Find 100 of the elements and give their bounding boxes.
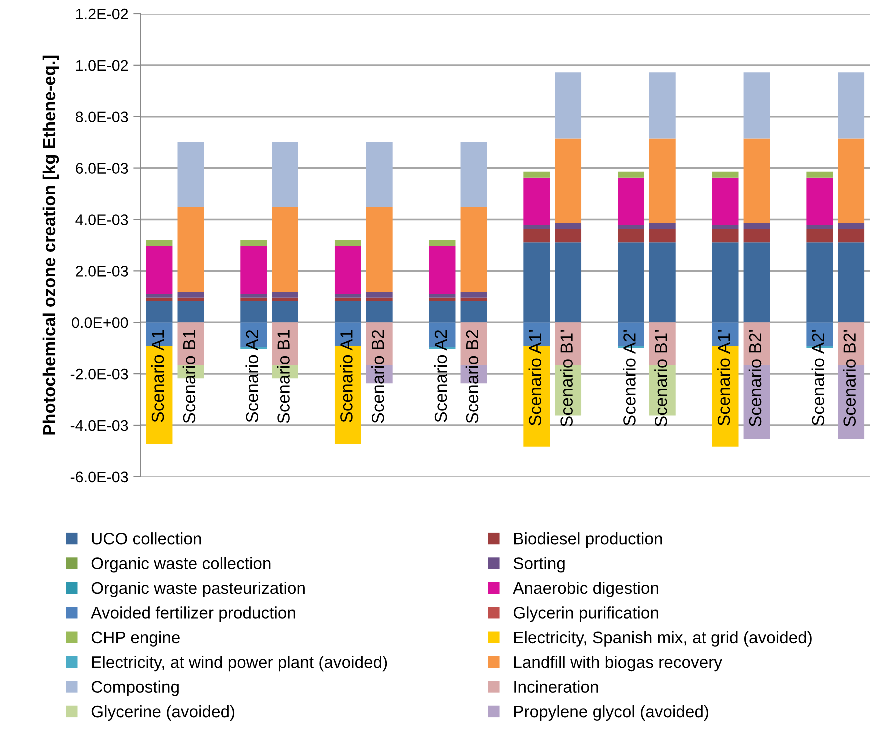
x-tick-label: Scenario A1 bbox=[340, 330, 353, 422]
bar bbox=[272, 207, 299, 293]
bar bbox=[146, 301, 173, 323]
x-tick-label: Scenario B1 bbox=[182, 330, 196, 424]
bar bbox=[838, 229, 865, 243]
x-tick-label: Scenario B2' bbox=[843, 330, 856, 427]
bar bbox=[744, 138, 770, 224]
bar bbox=[240, 246, 268, 294]
y-tick-label: 1.0E-02 bbox=[76, 60, 128, 72]
y-tick-label: 1.2E-02 bbox=[76, 8, 128, 20]
bar bbox=[429, 294, 456, 298]
bar bbox=[178, 298, 204, 302]
x-tick-label: Scenario B1' bbox=[560, 330, 573, 427]
bar bbox=[806, 178, 834, 226]
bar bbox=[240, 301, 268, 323]
bar bbox=[838, 138, 865, 224]
legend-label: Composting bbox=[92, 680, 179, 696]
legend-label: Avoided fertilizer production bbox=[91, 606, 296, 622]
bar bbox=[555, 242, 582, 323]
bar bbox=[555, 223, 582, 230]
legend-label: Landfill with biogas recovery bbox=[514, 656, 722, 672]
x-tick-label: Scenario B2 bbox=[466, 330, 479, 424]
bar bbox=[712, 178, 739, 226]
bar bbox=[240, 240, 268, 246]
x-tick-label: Scenario B1' bbox=[654, 330, 668, 427]
y-tick-label: -2.0E-03 bbox=[70, 368, 128, 380]
bar bbox=[618, 225, 644, 230]
bar bbox=[744, 72, 770, 139]
y-tick-label: -6.0E-03 bbox=[70, 472, 128, 483]
legend-label: Incineration bbox=[514, 680, 598, 694]
bar bbox=[240, 298, 268, 302]
y-tick-label: 0.0E+00 bbox=[72, 317, 128, 328]
bar bbox=[649, 138, 676, 224]
bar bbox=[366, 292, 393, 298]
y-tick-label: 2.0E-03 bbox=[76, 266, 128, 277]
bar bbox=[806, 229, 834, 243]
bar bbox=[838, 242, 865, 323]
bar bbox=[524, 242, 550, 323]
legend-label: UCO collection bbox=[92, 532, 202, 545]
bar bbox=[272, 292, 299, 298]
x-tick-label: Scenario A1' bbox=[717, 330, 730, 426]
bar bbox=[618, 242, 644, 323]
bar bbox=[712, 242, 739, 323]
bar bbox=[524, 178, 550, 226]
bar bbox=[460, 207, 488, 293]
bar bbox=[366, 207, 393, 293]
bar bbox=[366, 298, 393, 302]
bar bbox=[429, 301, 456, 323]
x-tick-label: Scenario A2' bbox=[623, 330, 636, 426]
bar bbox=[334, 246, 362, 294]
legend-label: Glycerine (avoided) bbox=[92, 705, 235, 721]
bar bbox=[272, 142, 299, 208]
y-tick-label: 6.0E-03 bbox=[76, 163, 128, 174]
bar bbox=[429, 246, 456, 294]
y-tick-label: -4.0E-03 bbox=[70, 420, 128, 432]
bar bbox=[649, 72, 676, 139]
bar bbox=[460, 142, 488, 208]
bar bbox=[366, 301, 393, 323]
bar bbox=[806, 242, 834, 323]
bar bbox=[712, 229, 739, 243]
legend-label: Organic waste collection bbox=[92, 557, 271, 573]
x-tick-label: Scenario B2 bbox=[372, 330, 384, 424]
bar bbox=[334, 294, 362, 298]
legend-label: Electricity, at wind power plant (avoided) bbox=[92, 656, 388, 672]
legend-label: Electricity, Spanish mix, at grid (avoided) bbox=[514, 631, 812, 647]
x-tick-label: Scenario A1' bbox=[528, 330, 542, 426]
bar bbox=[649, 229, 676, 243]
bar bbox=[460, 298, 488, 302]
x-tick-label: Scenario A1 bbox=[151, 330, 164, 422]
x-tick-label: Scenario A2 bbox=[246, 330, 259, 422]
bar bbox=[146, 246, 173, 294]
bar bbox=[146, 240, 173, 246]
legend-label: CHP engine bbox=[92, 631, 180, 647]
bar bbox=[744, 242, 770, 323]
bar bbox=[146, 298, 173, 302]
bar bbox=[178, 142, 204, 208]
bar bbox=[146, 294, 173, 298]
legend-label: Biodiesel production bbox=[514, 532, 662, 548]
bar bbox=[744, 223, 770, 230]
bar bbox=[178, 292, 204, 298]
y-tick-label: 4.0E-03 bbox=[76, 214, 128, 226]
legend-label: Glycerin purification bbox=[514, 606, 658, 622]
bar bbox=[429, 240, 456, 246]
bar bbox=[555, 72, 582, 139]
bar bbox=[524, 172, 550, 178]
bar bbox=[806, 172, 834, 178]
x-tick-label: Scenario A2' bbox=[812, 330, 825, 426]
bar bbox=[555, 229, 582, 243]
bar bbox=[334, 240, 362, 246]
bar bbox=[618, 172, 644, 178]
bar bbox=[524, 225, 550, 230]
bar bbox=[366, 142, 393, 208]
bar bbox=[334, 301, 362, 323]
bar bbox=[744, 229, 770, 243]
bar bbox=[460, 292, 488, 298]
legend-label: Organic waste pasteurization bbox=[92, 582, 305, 598]
bar bbox=[618, 178, 644, 226]
x-tick-label: Scenario A2 bbox=[434, 330, 448, 422]
bar bbox=[712, 172, 739, 178]
bar bbox=[838, 72, 865, 139]
